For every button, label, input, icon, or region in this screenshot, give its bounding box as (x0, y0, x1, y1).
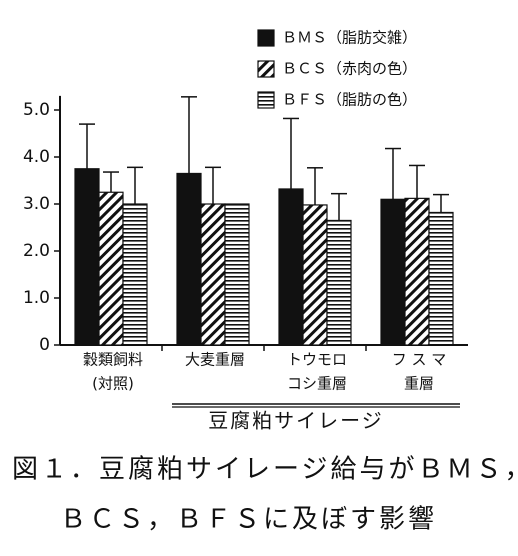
legend-swatch (257, 29, 275, 47)
caption: ＢＣＳ，ＢＦＳに及ぼす影響 (60, 505, 437, 535)
bar (326, 219, 352, 346)
y-tick-label: 4.0 (23, 147, 50, 167)
caption: 図１．豆腐粕サイレージ給与がＢＭＳ， (12, 455, 518, 485)
legend-label: ＢＣＳ（赤肉の色） (282, 60, 417, 78)
legend-label: ＢＦＳ（脂肪の色） (282, 91, 417, 109)
y-tick-label: 3.0 (23, 194, 50, 214)
y-tick-label: 5.0 (23, 100, 50, 120)
x-tick-label: トウモロ (287, 351, 347, 369)
legend-swatch (257, 60, 275, 78)
x-tick-label: (対照) (92, 375, 134, 393)
bar (302, 204, 328, 346)
bar (428, 211, 454, 346)
bar (278, 188, 304, 346)
bar (74, 168, 100, 346)
x-tick-label: 大麦重層 (185, 351, 245, 369)
bar (176, 172, 202, 346)
bar (224, 203, 250, 346)
bar (200, 203, 226, 346)
bar (380, 198, 406, 346)
x-tick-label: コシ重層 (287, 375, 347, 393)
y-tick-label: 1.0 (23, 288, 50, 308)
x-tick-label: 重層 (404, 375, 434, 393)
bar (404, 197, 430, 346)
group-label: 豆腐粕サイレージ (208, 409, 384, 433)
bar (98, 191, 124, 346)
x-tick-label: 穀類飼料 (83, 351, 143, 369)
bar (122, 203, 148, 346)
y-tick-label: 2.0 (23, 241, 50, 261)
y-tick-label: 0 (39, 335, 50, 355)
x-tick-label: フ ス マ (392, 351, 447, 369)
legend-label: ＢＭＳ（脂肪交雑） (282, 29, 417, 47)
legend-swatch (257, 91, 275, 109)
